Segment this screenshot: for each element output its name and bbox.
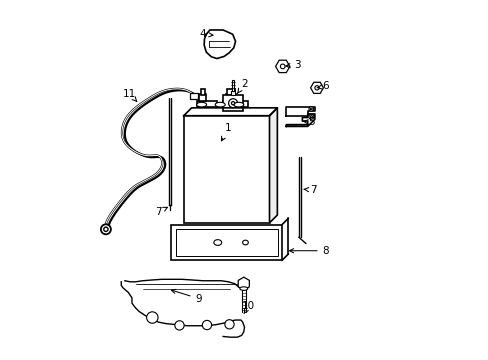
Ellipse shape: [242, 240, 248, 245]
Polygon shape: [203, 30, 235, 59]
Ellipse shape: [280, 64, 285, 69]
Text: 5: 5: [302, 117, 314, 127]
Text: 7: 7: [154, 207, 167, 217]
Text: 8: 8: [289, 246, 328, 256]
Bar: [231, 80, 234, 91]
Text: 2: 2: [237, 78, 247, 94]
Text: 4: 4: [199, 29, 213, 39]
Bar: [199, 94, 205, 102]
Ellipse shape: [240, 287, 247, 291]
Ellipse shape: [233, 102, 244, 107]
Bar: [190, 93, 198, 99]
Ellipse shape: [308, 114, 313, 119]
Bar: [197, 101, 216, 107]
Bar: [183, 116, 269, 223]
Ellipse shape: [310, 108, 311, 110]
Polygon shape: [285, 114, 314, 126]
Ellipse shape: [175, 321, 184, 330]
Ellipse shape: [215, 102, 225, 107]
Text: 9: 9: [171, 289, 202, 303]
Ellipse shape: [196, 102, 206, 107]
Ellipse shape: [314, 86, 319, 90]
Bar: [226, 89, 234, 95]
Polygon shape: [183, 108, 277, 116]
Polygon shape: [121, 282, 244, 337]
Ellipse shape: [103, 227, 108, 231]
Bar: [230, 91, 235, 95]
Ellipse shape: [213, 240, 221, 246]
Ellipse shape: [308, 107, 313, 111]
Text: 7: 7: [304, 185, 316, 195]
Ellipse shape: [309, 116, 312, 118]
Ellipse shape: [228, 99, 237, 108]
Text: 3: 3: [285, 60, 300, 70]
Text: 6: 6: [316, 81, 328, 91]
Ellipse shape: [231, 102, 234, 105]
Text: 10: 10: [242, 301, 255, 314]
Bar: [200, 89, 204, 95]
Text: 1: 1: [221, 123, 231, 141]
Bar: [171, 225, 282, 260]
Bar: [223, 101, 247, 107]
Bar: [225, 94, 236, 102]
Ellipse shape: [202, 320, 211, 330]
Bar: [175, 229, 277, 256]
Polygon shape: [285, 107, 314, 116]
Ellipse shape: [146, 312, 158, 323]
Ellipse shape: [101, 224, 111, 234]
Text: 11: 11: [122, 89, 137, 102]
Ellipse shape: [224, 320, 234, 329]
Polygon shape: [269, 108, 277, 223]
Bar: [223, 95, 243, 111]
